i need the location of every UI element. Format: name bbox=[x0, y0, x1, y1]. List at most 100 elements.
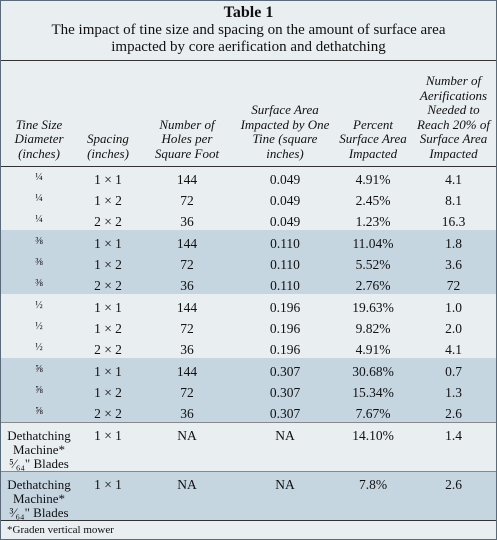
cell-percent: 15.34% bbox=[335, 380, 411, 401]
cell-tine-size: ⅝ bbox=[1, 358, 77, 380]
cell-spacing: 1 × 2 bbox=[77, 380, 139, 401]
cell-aerifications: 2.0 bbox=[445, 321, 462, 336]
cell-tine-size: ¼ bbox=[35, 193, 43, 204]
cell-surface-area: 0.049 bbox=[269, 214, 301, 229]
cell-percent: 4.91% bbox=[355, 342, 391, 357]
cell-holes: 72 bbox=[180, 321, 194, 336]
table-row-machine: Dethatching Machine* ³⁄₆₄" Blades 1 × 1 NA NA… bbox=[1, 471, 496, 520]
table-row: ½ 1 × 1 144 0.196 19.63% 1.0 bbox=[1, 294, 496, 316]
cell-surface-area: 0.196 bbox=[269, 342, 301, 357]
cell-spacing: 1 × 1 bbox=[77, 422, 139, 472]
cell-machine-name: Dethatching Machine* ³⁄₆₄" Blades bbox=[1, 471, 77, 520]
cell-percent: 7.8% bbox=[335, 471, 411, 520]
cell-percent: 2.45% bbox=[355, 193, 391, 208]
cell-percent: 4.91% bbox=[355, 172, 391, 187]
cell-holes: 144 bbox=[139, 358, 235, 380]
header-holes: Number of Holes per Square Foot bbox=[139, 61, 235, 167]
cell-aerifications: 2.6 bbox=[411, 401, 496, 423]
cell-spacing: 2 × 2 bbox=[77, 401, 139, 423]
cell-holes: 36 bbox=[139, 273, 235, 294]
cell-surface-area: 0.307 bbox=[235, 358, 335, 380]
header-percent: Percent Surface Area Impacted bbox=[335, 61, 411, 167]
cell-surface-area: NA bbox=[235, 471, 335, 520]
cell-machine-name: Dethatching Machine* ⁵⁄₆₄" Blades bbox=[1, 422, 77, 472]
cell-percent: 5.52% bbox=[335, 252, 411, 273]
cell-surface-area: 0.307 bbox=[235, 380, 335, 401]
cell-percent: 9.82% bbox=[355, 321, 391, 336]
cell-holes: 36 bbox=[180, 214, 194, 229]
table-row-machine: Dethatching Machine* ⁵⁄₆₄" Blades 1 × 1 NA NA… bbox=[1, 422, 496, 472]
cell-surface-area: 0.049 bbox=[269, 172, 301, 187]
machine-name-line: Machine* bbox=[13, 442, 65, 457]
cell-surface-area: 0.110 bbox=[235, 273, 335, 294]
cell-holes: 72 bbox=[139, 380, 235, 401]
cell-spacing: 1 × 1 bbox=[94, 300, 122, 315]
cell-holes: 36 bbox=[139, 401, 235, 423]
cell-surface-area: NA bbox=[235, 422, 335, 472]
machine-name-line: ⁵⁄₆₄" Blades bbox=[9, 456, 69, 471]
cell-aerifications: 1.0 bbox=[445, 300, 462, 315]
cell-spacing: 2 × 2 bbox=[94, 214, 122, 229]
cell-aerifications: 1.3 bbox=[411, 380, 496, 401]
cell-tine-size: ¼ bbox=[35, 172, 43, 183]
cell-holes: NA bbox=[139, 471, 235, 520]
cell-tine-size: ⅜ bbox=[1, 273, 77, 294]
cell-holes: 144 bbox=[139, 230, 235, 252]
cell-percent: 1.23% bbox=[355, 214, 391, 229]
cell-aerifications: 8.1 bbox=[445, 193, 462, 208]
table-row: ½ 1 × 2 72 0.196 9.82% 2.0 bbox=[1, 316, 496, 337]
cell-surface-area: 0.196 bbox=[269, 321, 301, 336]
machine-name-line: ³⁄₆₄" Blades bbox=[9, 505, 69, 520]
table-subtitle-line-1: The impact of tine size and spacing on t… bbox=[51, 22, 446, 38]
header-row: Tine Size Diameter (inches) Spacing (inc… bbox=[1, 61, 496, 167]
cell-spacing: 1 × 1 bbox=[77, 471, 139, 520]
cell-spacing: 1 × 2 bbox=[94, 321, 122, 336]
cell-aerifications: 2.6 bbox=[411, 471, 496, 520]
cell-tine-size: ⅝ bbox=[1, 401, 77, 423]
header-tine-size: Tine Size Diameter (inches) bbox=[1, 61, 77, 167]
cell-spacing: 1 × 1 bbox=[94, 172, 122, 187]
machine-name-line: Dethatching bbox=[7, 428, 71, 443]
cell-aerifications: 72 bbox=[411, 273, 496, 294]
cell-surface-area: 0.196 bbox=[269, 300, 301, 315]
cell-percent: 2.76% bbox=[335, 273, 411, 294]
cell-spacing: 1 × 1 bbox=[77, 358, 139, 380]
cell-spacing: 1 × 2 bbox=[77, 252, 139, 273]
cell-surface-area: 0.110 bbox=[235, 252, 335, 273]
cell-surface-area: 0.049 bbox=[269, 193, 301, 208]
machine-name-line: Machine* bbox=[13, 491, 65, 506]
cell-aerifications: 4.1 bbox=[445, 172, 462, 187]
table-title-block: Table 1 The impact of tine size and spac… bbox=[1, 1, 496, 61]
table-row: ¼ 1 × 1 144 0.049 4.91% 4.1 bbox=[1, 167, 496, 189]
cell-percent: 7.67% bbox=[335, 401, 411, 423]
header-aerifications: Number of Aerifications Needed to Reach … bbox=[411, 61, 496, 167]
cell-percent: 19.63% bbox=[352, 300, 394, 315]
cell-percent: 11.04% bbox=[335, 230, 411, 252]
cell-spacing: 1 × 1 bbox=[77, 230, 139, 252]
table-row: ¼ 1 × 2 72 0.049 2.45% 8.1 bbox=[1, 188, 496, 209]
cell-percent: 14.10% bbox=[335, 422, 411, 472]
cell-aerifications: 4.1 bbox=[445, 342, 462, 357]
header-spacing: Spacing (inches) bbox=[77, 61, 139, 167]
cell-spacing: 1 × 2 bbox=[94, 193, 122, 208]
cell-tine-size: ⅜ bbox=[1, 230, 77, 252]
cell-holes: NA bbox=[139, 422, 235, 472]
cell-spacing: 2 × 2 bbox=[77, 273, 139, 294]
table-title: Table 1 bbox=[223, 4, 274, 21]
cell-aerifications: 3.6 bbox=[411, 252, 496, 273]
cell-tine-size: ½ bbox=[35, 342, 43, 353]
cell-tine-size: ⅝ bbox=[1, 380, 77, 401]
cell-tine-size: ½ bbox=[35, 300, 43, 311]
table-subtitle-line-2: impacted by core aerification and dethat… bbox=[111, 39, 386, 55]
cell-aerifications: 1.4 bbox=[411, 422, 496, 472]
table-row: ¼ 2 × 2 36 0.049 1.23% 16.3 bbox=[1, 209, 496, 230]
cell-spacing: 2 × 2 bbox=[94, 342, 122, 357]
data-table: Tine Size Diameter (inches) Spacing (inc… bbox=[1, 61, 496, 520]
cell-holes: 36 bbox=[180, 342, 194, 357]
machine-name-line: Dethatching bbox=[7, 477, 71, 492]
